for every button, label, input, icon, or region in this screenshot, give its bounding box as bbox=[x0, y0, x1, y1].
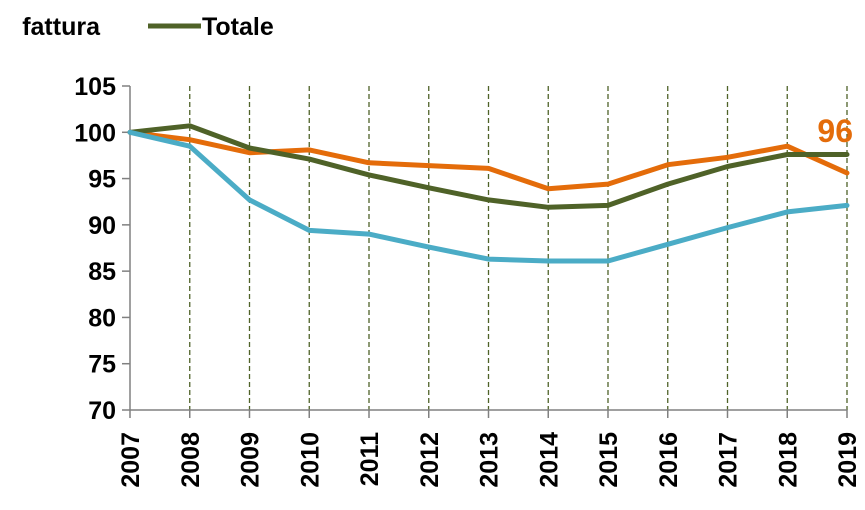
x-tick-label-2015: 2015 bbox=[595, 432, 623, 488]
x-tick-label-2011: 2011 bbox=[356, 432, 384, 486]
y-tick-label-75: 75 bbox=[88, 351, 116, 379]
x-tick-label-2012: 2012 bbox=[416, 432, 444, 488]
y-tick-label-70: 70 bbox=[88, 397, 116, 425]
series-line-totale bbox=[127, 123, 850, 210]
series-lines bbox=[127, 123, 850, 264]
data-label-2019: 96 bbox=[817, 113, 853, 149]
x-tick-label-2007: 2007 bbox=[117, 432, 145, 488]
x-tick-label-2008: 2008 bbox=[177, 432, 205, 488]
y-tick-label-95: 95 bbox=[88, 166, 116, 194]
x-tick-label-2017: 2017 bbox=[715, 432, 743, 488]
x-tick-label-2013: 2013 bbox=[476, 432, 504, 488]
x-tick-label-2010: 2010 bbox=[296, 432, 324, 488]
legend-label-totale: Totale bbox=[202, 13, 274, 41]
y-tick-label-90: 90 bbox=[88, 212, 116, 240]
y-tick-label-105: 105 bbox=[74, 73, 116, 101]
data-labels: 96 bbox=[817, 113, 853, 149]
x-tick-label-2018: 2018 bbox=[774, 432, 802, 488]
x-tick-label-2016: 2016 bbox=[655, 432, 683, 488]
y-tick-label-80: 80 bbox=[88, 304, 116, 332]
x-tick-label-2009: 2009 bbox=[237, 432, 265, 488]
series-line-fattura bbox=[127, 129, 850, 192]
y-tick-label-85: 85 bbox=[88, 258, 116, 286]
y-tick-label-100: 100 bbox=[74, 119, 116, 147]
x-tick-labels: 2007 2008 2009 2010 2011 2012 2013 2014 2015 2016… bbox=[117, 432, 862, 488]
chart-legend: fattura Totale bbox=[22, 13, 274, 41]
vertical-gridlines bbox=[189, 86, 848, 410]
series-line-series-3 bbox=[127, 129, 850, 264]
x-tick-label-2019: 2019 bbox=[834, 432, 862, 488]
x-tick-label-2014: 2014 bbox=[535, 432, 563, 488]
legend-label-fattura: fattura bbox=[22, 13, 101, 41]
y-tick-labels: 70 75 80 85 90 95 100 105 bbox=[74, 73, 116, 425]
axes bbox=[122, 85, 848, 418]
